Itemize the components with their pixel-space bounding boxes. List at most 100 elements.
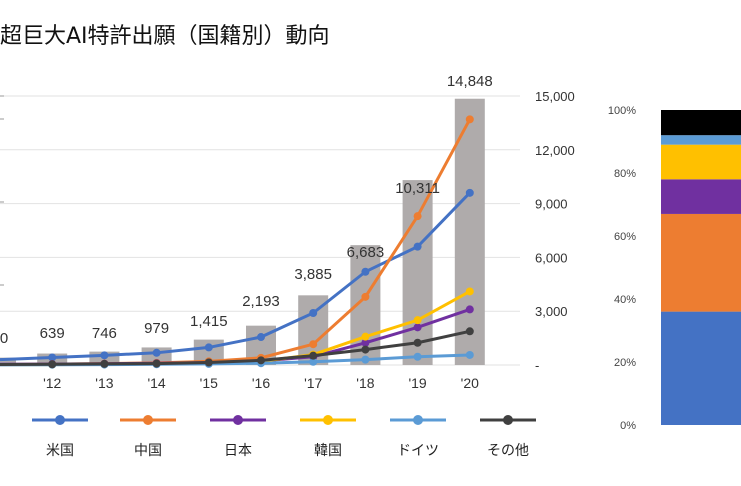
legend-swatch-germany [390, 415, 446, 425]
legend-marker [323, 415, 333, 425]
data-point [257, 333, 265, 342]
data-point [361, 332, 370, 341]
legend-marker [55, 415, 65, 425]
bar-value-label: 2,193 [242, 293, 280, 310]
share-axis-tick-label: 20% [614, 357, 636, 369]
right-axis-tick-label: 3,000 [535, 304, 568, 319]
data-point [48, 360, 57, 369]
data-point [465, 327, 474, 336]
data-point [309, 357, 318, 366]
data-point [257, 356, 265, 365]
x-tick-label: '15 [200, 375, 218, 391]
right-axis-tick-label: - [535, 358, 539, 373]
data-point [465, 115, 474, 124]
bar-value-label: 10,311 [395, 180, 440, 197]
data-point [465, 305, 474, 314]
data-point [100, 359, 109, 368]
data-point [413, 338, 422, 347]
x-tick-label: '14 [147, 375, 165, 391]
data-point [361, 267, 370, 276]
stacked-segment [661, 110, 741, 136]
legend-marker [233, 415, 243, 425]
data-point [309, 340, 318, 349]
x-tick-label: '12 [43, 375, 61, 391]
data-point [413, 316, 422, 325]
share-axis-tick-label: 0% [620, 420, 636, 432]
data-point [48, 353, 57, 362]
bar-value-label: 3,885 [294, 266, 332, 283]
x-tick-label: '19 [408, 375, 426, 391]
legend-label-us: 米国 [46, 443, 74, 459]
data-point [309, 308, 318, 317]
bar-value-label: 639 [40, 325, 65, 342]
share-axis-tick-label: 80% [614, 168, 636, 180]
data-point [361, 355, 370, 364]
stacked-segment [661, 213, 741, 312]
bar-value-label: 6,683 [347, 244, 385, 261]
data-point [465, 350, 474, 359]
data-point [204, 343, 213, 352]
data-point [152, 359, 161, 368]
share-axis-tick-label: 100% [608, 105, 636, 117]
x-tick-label: '13 [95, 375, 113, 391]
stacked-segment [661, 179, 741, 214]
x-tick-label: '17 [304, 375, 322, 391]
legend: 米国 中国 日本 韓国 ドイツ その他 [0, 410, 560, 470]
bar-value-label: 979 [144, 320, 169, 337]
x-tick-label: '20 [461, 375, 479, 391]
stacked-segment [661, 311, 741, 425]
data-point [413, 352, 422, 361]
legend-label-china: 中国 [134, 443, 162, 459]
legend-swatch-japan [210, 415, 266, 425]
bar-value-label: 14,848 [447, 73, 493, 90]
legend-label-germany: ドイツ [397, 443, 439, 459]
bar-value-label: 0 [0, 330, 8, 347]
data-point [204, 358, 213, 367]
data-point [361, 292, 370, 301]
legend-item-japan: 日本 [198, 410, 278, 470]
legend-label-other: その他 [487, 443, 529, 459]
right-axis-tick-label: 15,000 [535, 89, 575, 104]
right-axis-tick-label: 9,000 [535, 197, 568, 212]
stacked-segment [661, 135, 741, 145]
legend-label-korea: 韓国 [314, 443, 342, 459]
chart-title: 超巨大AI特許出願（国籍別）動向 [0, 24, 330, 49]
data-point [413, 212, 422, 221]
data-point [413, 242, 422, 251]
data-point [465, 188, 474, 197]
share-axis-tick-label: 40% [614, 294, 636, 306]
data-point [152, 348, 161, 357]
bar [0, 357, 16, 365]
bar-value-label: 746 [92, 325, 117, 342]
share-axis-tick-label: 60% [614, 231, 636, 243]
x-tick-label: '16 [252, 375, 270, 391]
legend-swatch-us [32, 415, 88, 425]
bar [454, 98, 485, 366]
legend-swatch-korea [300, 415, 356, 425]
data-point [100, 351, 109, 360]
data-point [465, 287, 474, 296]
legend-marker [413, 415, 423, 425]
legend-item-us: 米国 [20, 410, 100, 470]
legend-marker [143, 415, 153, 425]
legend-swatch-china [120, 415, 176, 425]
right-axis-tick-label: 6,000 [535, 250, 568, 265]
right-axis-tick-label: 12,000 [535, 143, 575, 158]
x-tick-label: '18 [356, 375, 374, 391]
legend-item-germany: ドイツ [378, 410, 458, 470]
legend-item-china: 中国 [108, 410, 188, 470]
data-point [413, 323, 422, 332]
legend-swatch-other [480, 415, 536, 425]
legend-item-other: その他 [468, 410, 548, 470]
legend-label-japan: 日本 [224, 443, 252, 459]
stacked-segment [661, 144, 741, 180]
bar-value-label: 1,415 [190, 313, 228, 330]
bar [402, 180, 433, 365]
series-line [0, 329, 471, 366]
data-point [361, 338, 370, 347]
legend-marker [503, 415, 513, 425]
data-point [309, 351, 318, 360]
legend-item-korea: 韓国 [288, 410, 368, 470]
